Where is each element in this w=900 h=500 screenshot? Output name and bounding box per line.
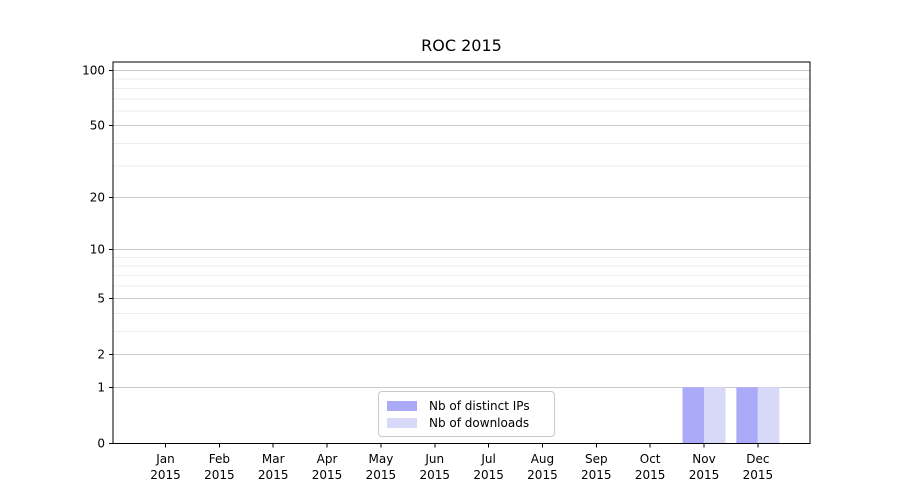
x-tick-label-year: 2015	[635, 468, 666, 482]
x-tick-label-year: 2015	[743, 468, 774, 482]
legend-label-downloads: Nb of downloads	[429, 415, 530, 430]
x-tick-label-month: Feb	[209, 452, 230, 466]
x-tick-label-year: 2015	[366, 468, 397, 482]
bar-distinct-ips	[736, 387, 758, 444]
x-tick-label-year: 2015	[689, 468, 720, 482]
bar-downloads	[757, 387, 780, 444]
x-tick-label-year: 2015	[150, 468, 181, 482]
y-tick-label: 1	[97, 380, 105, 394]
y-tick-label: 50	[90, 119, 105, 133]
x-tick-label-month: Mar	[262, 452, 285, 466]
y-tick-label: 100	[82, 63, 105, 77]
legend-swatch-distinct-ips	[387, 400, 417, 411]
legend-item-downloads: Nb of downloads	[387, 414, 546, 431]
x-tick-label-year: 2015	[258, 468, 289, 482]
x-tick-label-year: 2015	[473, 468, 504, 482]
x-tick-label-month: Aug	[531, 452, 554, 466]
x-tick-label-month: May	[368, 452, 393, 466]
x-tick-label-month: Apr	[317, 452, 338, 466]
y-tick-label: 2	[97, 348, 105, 362]
bar-downloads	[704, 387, 726, 444]
legend-label-distinct-ips: Nb of distinct IPs	[429, 398, 530, 413]
y-tick-label: 20	[90, 190, 105, 204]
x-tick-label-month: Jul	[480, 452, 495, 466]
x-tick-label-month: Oct	[640, 452, 661, 466]
y-tick-label: 10	[90, 243, 105, 257]
y-tick-label: 0	[97, 436, 105, 450]
legend-swatch-downloads	[387, 417, 417, 428]
x-tick-label-month: Dec	[746, 452, 769, 466]
x-tick-label-month: Sep	[585, 452, 608, 466]
x-tick-label-month: Jan	[155, 452, 175, 466]
x-tick-label-year: 2015	[581, 468, 612, 482]
x-tick-label-month: Nov	[692, 452, 715, 466]
plot-area	[112, 61, 811, 444]
legend-item-distinct-ips: Nb of distinct IPs	[387, 397, 546, 414]
x-tick-label-year: 2015	[419, 468, 450, 482]
legend: Nb of distinct IPs Nb of downloads	[378, 391, 555, 437]
x-tick-label-month: Jun	[424, 452, 444, 466]
chart-title: ROC 2015	[421, 36, 502, 55]
x-tick-label-year: 2015	[527, 468, 558, 482]
y-tick-label: 5	[97, 292, 105, 306]
bar-distinct-ips	[682, 387, 704, 444]
x-tick-label-year: 2015	[312, 468, 343, 482]
x-tick-label-year: 2015	[204, 468, 235, 482]
